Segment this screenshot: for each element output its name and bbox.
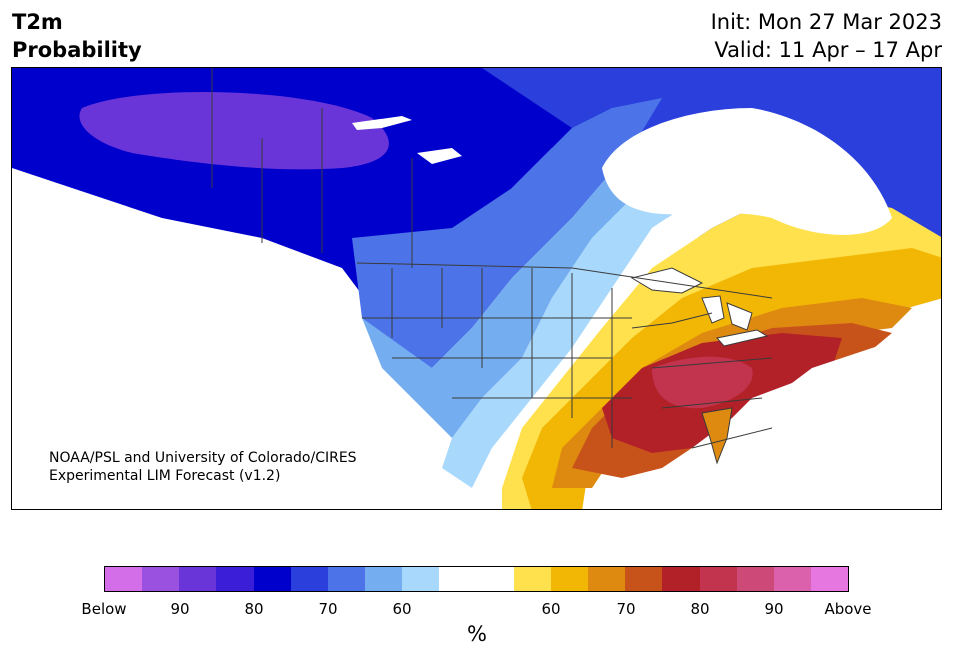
great-slave-lake: [352, 116, 412, 130]
colorbar-segment: [476, 567, 514, 591]
colorbar-tick-below-90: 90: [170, 600, 190, 618]
great-lakes: [630, 267, 769, 347]
colorbar-tick-below: Below: [81, 600, 127, 618]
colorbar-segment: [142, 567, 180, 591]
colorbar-segment: [365, 567, 403, 591]
hudson-bay: [602, 108, 892, 235]
credit-line-1: NOAA/PSL and University of Colorado/CIRE…: [49, 450, 357, 466]
colorbar-tick-below-80: 80: [244, 600, 264, 618]
valid-range: Valid: 11 Apr – 17 Apr: [714, 38, 942, 62]
atlantic-ocean: [752, 328, 941, 509]
colorbar-unit: %: [467, 622, 487, 646]
data-credit: NOAA/PSL and University of Colorado/CIRE…: [49, 449, 357, 485]
pacific-northwest-blue: [352, 98, 662, 368]
colorbar-segment: [625, 567, 663, 591]
ohio-valley-crimson: [652, 356, 753, 409]
init-date: Init: Mon 27 Mar 2023: [710, 10, 942, 34]
forecast-dates: Init: Mon 27 Mar 2023 Valid: 11 Apr – 17…: [711, 8, 942, 64]
colorbar-tick-below-70: 70: [318, 600, 338, 618]
colorbar-segment: [736, 567, 774, 591]
colorbar-segment: [699, 567, 737, 591]
colorbar-tick-above-80: 80: [690, 600, 710, 618]
colorbar-segment: [513, 567, 551, 591]
colorbar-segment: [216, 567, 254, 591]
colorbar-segment: [179, 567, 217, 591]
colorbar-segment: [402, 567, 440, 591]
title-line-2: Probability: [12, 38, 142, 62]
colorbar-segment: [550, 567, 589, 591]
colorbar-tick-below-60: 60: [392, 600, 412, 618]
colorbar-segment: [810, 567, 849, 591]
colorbar-segment: [290, 567, 328, 591]
florida: [701, 407, 733, 465]
gulf-of-mexico: [592, 468, 732, 509]
colorbar-tick-above: Above: [824, 600, 872, 618]
colorbar-segment: [327, 567, 366, 591]
colorbar-tick-above-90: 90: [764, 600, 784, 618]
credit-line-2: Experimental LIM Forecast (v1.2): [49, 468, 281, 484]
colorbar-tick-above-60: 60: [541, 600, 561, 618]
map-canvas: [12, 68, 941, 509]
colorbar-segment: [253, 567, 291, 591]
colorbar-segment: [439, 567, 477, 591]
colorbar-segment: [773, 567, 811, 591]
title-line-1: T2m: [12, 10, 63, 34]
colorbar-segment: [588, 567, 626, 591]
pacific-ocean: [12, 278, 290, 509]
forecast-map: [11, 67, 942, 510]
colorbar-tick-above-70: 70: [616, 600, 636, 618]
great-bear-lake: [417, 148, 462, 164]
colorbar-segment: [662, 567, 700, 591]
colorbar-segment: [105, 567, 143, 591]
political-borders: [211, 68, 773, 449]
probability-colorbar: [104, 566, 849, 592]
map-title: T2m Probability: [12, 8, 142, 64]
alaska-yukon-purple: [79, 91, 389, 170]
